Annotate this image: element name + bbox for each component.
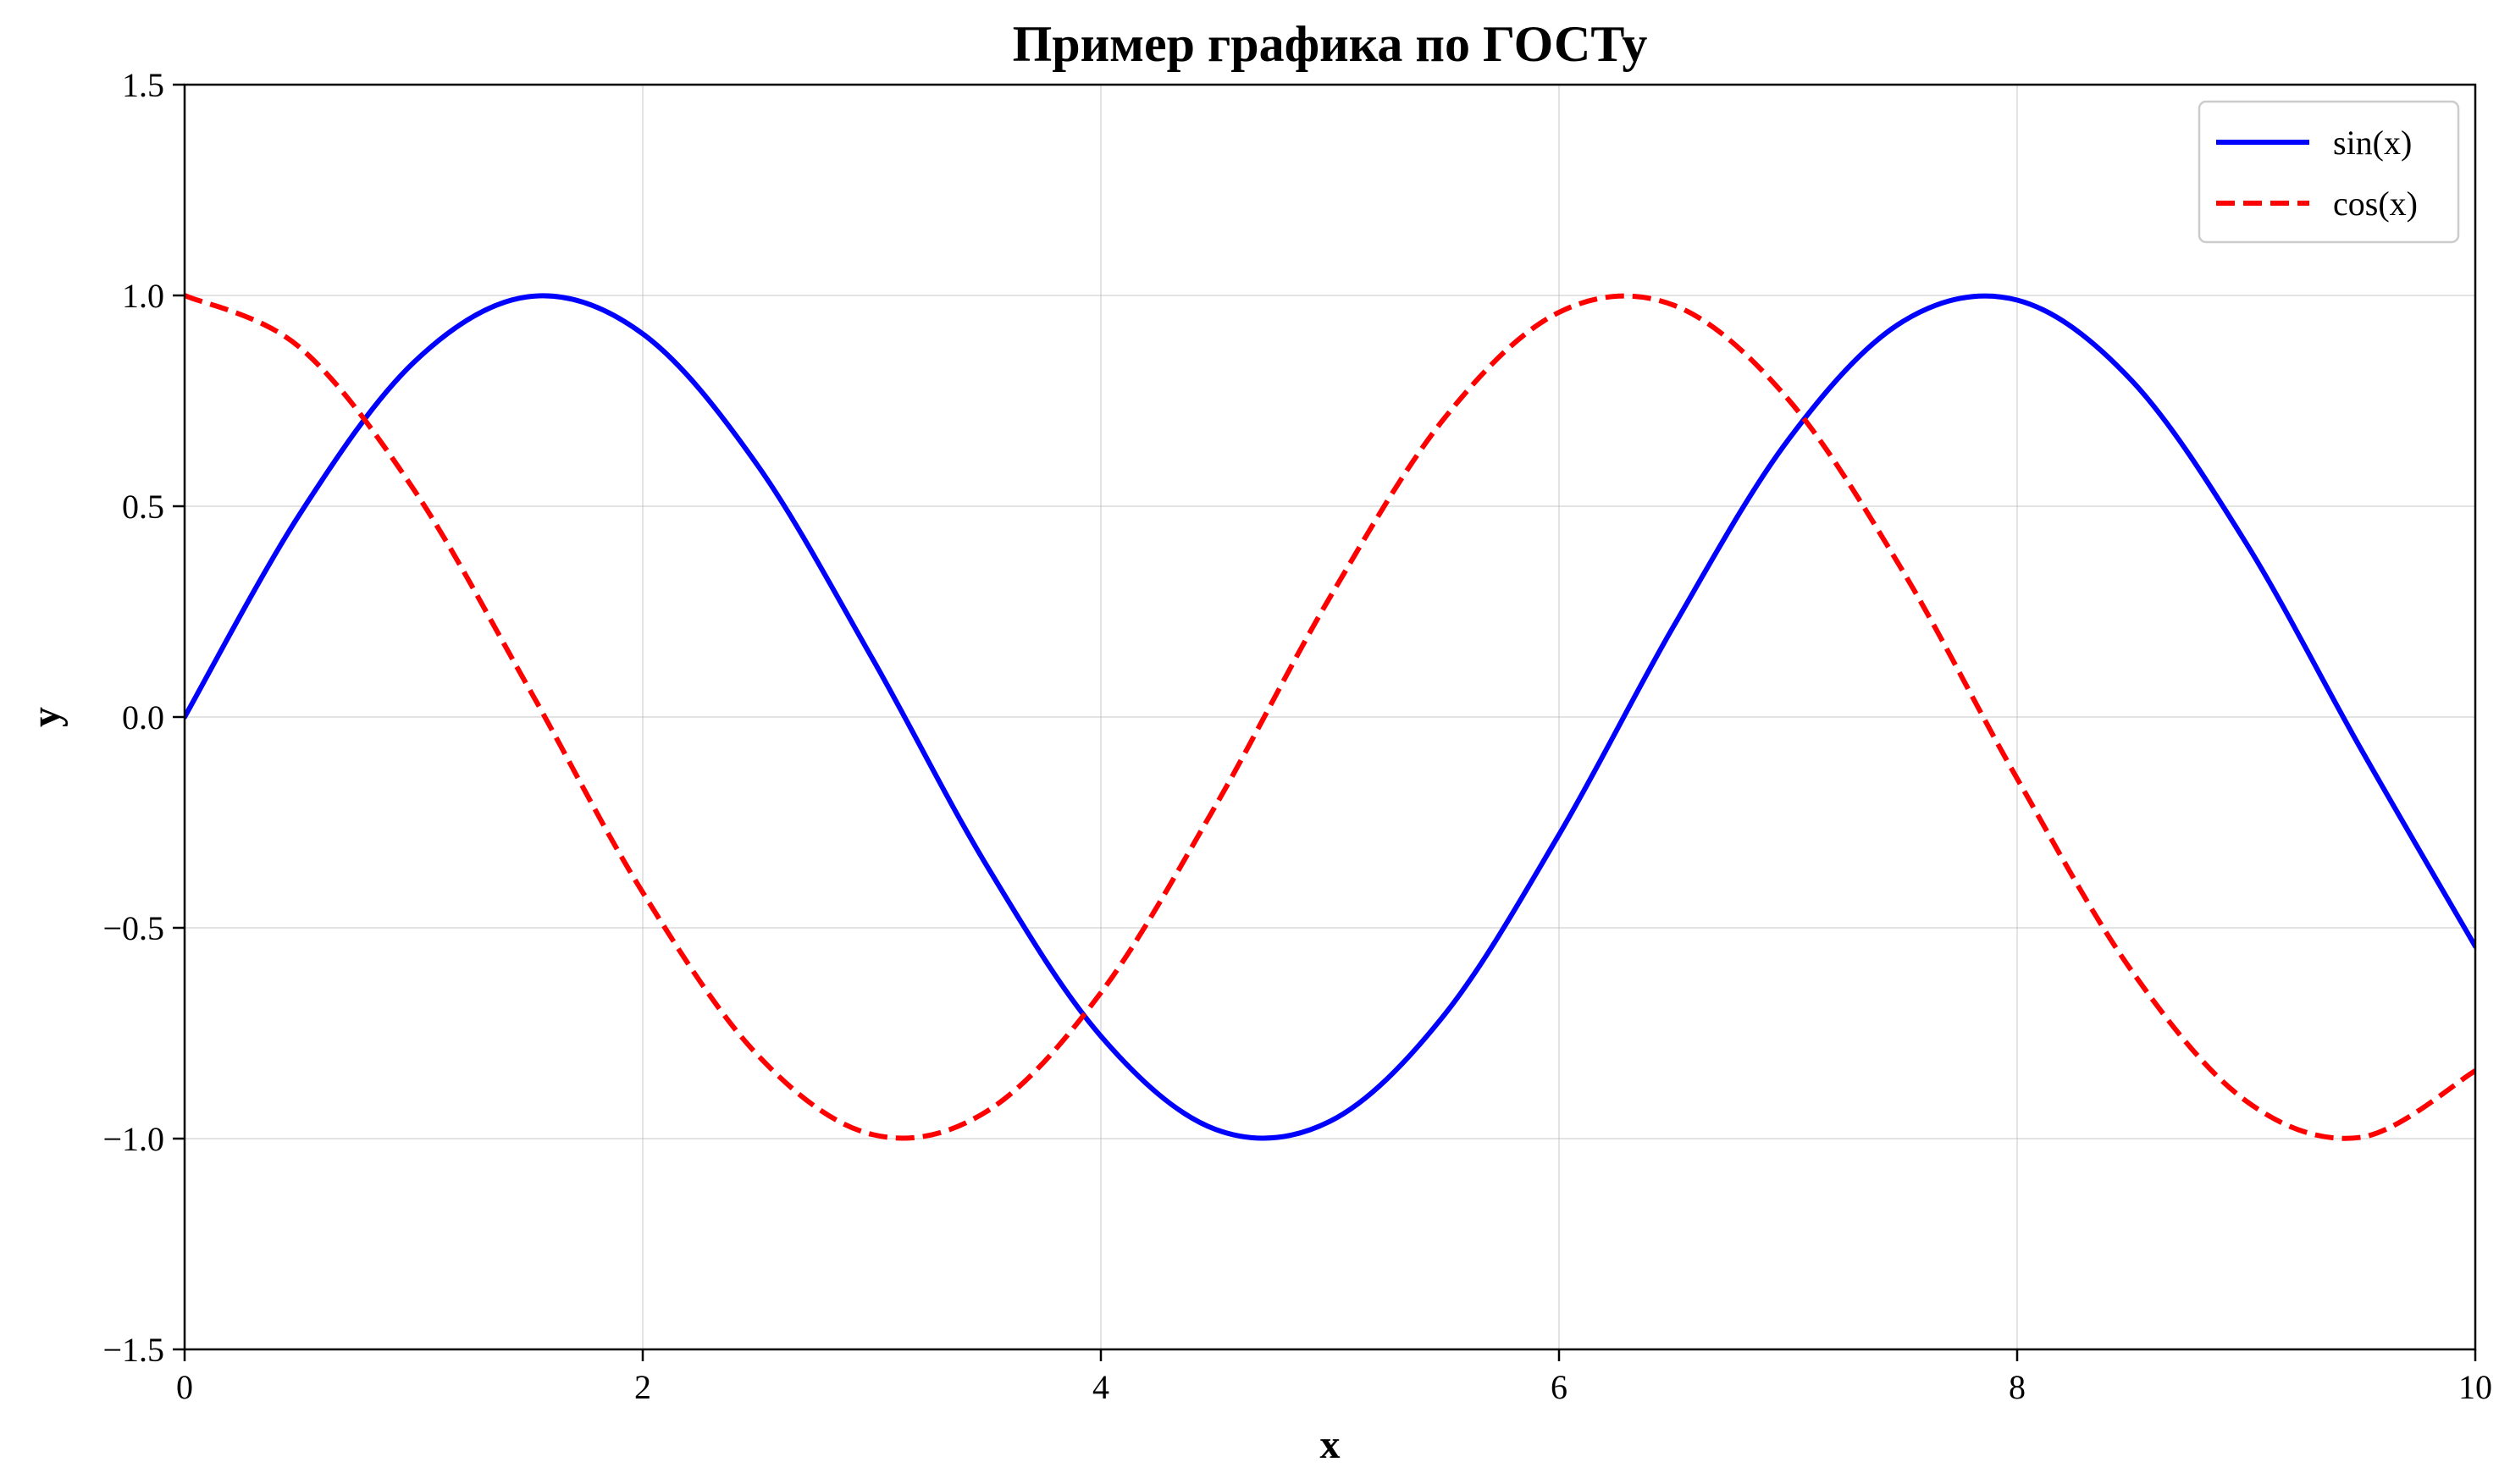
y-tick-label-4: 0.5 xyxy=(122,488,164,526)
y-tick-label-5: 1.0 xyxy=(122,277,164,315)
series-line-1 xyxy=(185,293,2475,1141)
x-tick-label-5: 10 xyxy=(2458,1368,2492,1406)
chart-title: Пример графика по ГОСТу xyxy=(1013,16,1648,72)
series-lines xyxy=(185,293,2475,1141)
y-tick-label-3: 0.0 xyxy=(122,698,164,736)
y-tick-label-0: −1.5 xyxy=(102,1331,164,1369)
x-axis-label: x xyxy=(1320,1422,1341,1467)
x-tick-label-4: 8 xyxy=(2009,1368,2026,1406)
x-tick-label-2: 4 xyxy=(1092,1368,1109,1406)
x-tick-label-1: 2 xyxy=(634,1368,651,1406)
x-tick-label-3: 6 xyxy=(1551,1368,1567,1406)
x-tick-label-0: 0 xyxy=(176,1368,193,1406)
y-tick-label-2: −0.5 xyxy=(102,909,164,947)
series-line-0 xyxy=(185,293,2475,1141)
axis-ticks: 0 2 4 6 8 10 −1.5 −1.0 −0.5 0.0 0.5 1.0 1.5 xyxy=(102,66,2492,1406)
legend-label-0: sin(x) xyxy=(2333,124,2412,162)
y-tick-label-6: 1.5 xyxy=(122,66,164,104)
y-axis-label: y xyxy=(24,707,69,727)
legend-label-1: cos(x) xyxy=(2333,185,2418,223)
legend-box xyxy=(2198,100,2460,244)
y-tick-label-1: −1.0 xyxy=(102,1120,164,1158)
legend: sin(x) cos(x) xyxy=(2198,100,2460,244)
